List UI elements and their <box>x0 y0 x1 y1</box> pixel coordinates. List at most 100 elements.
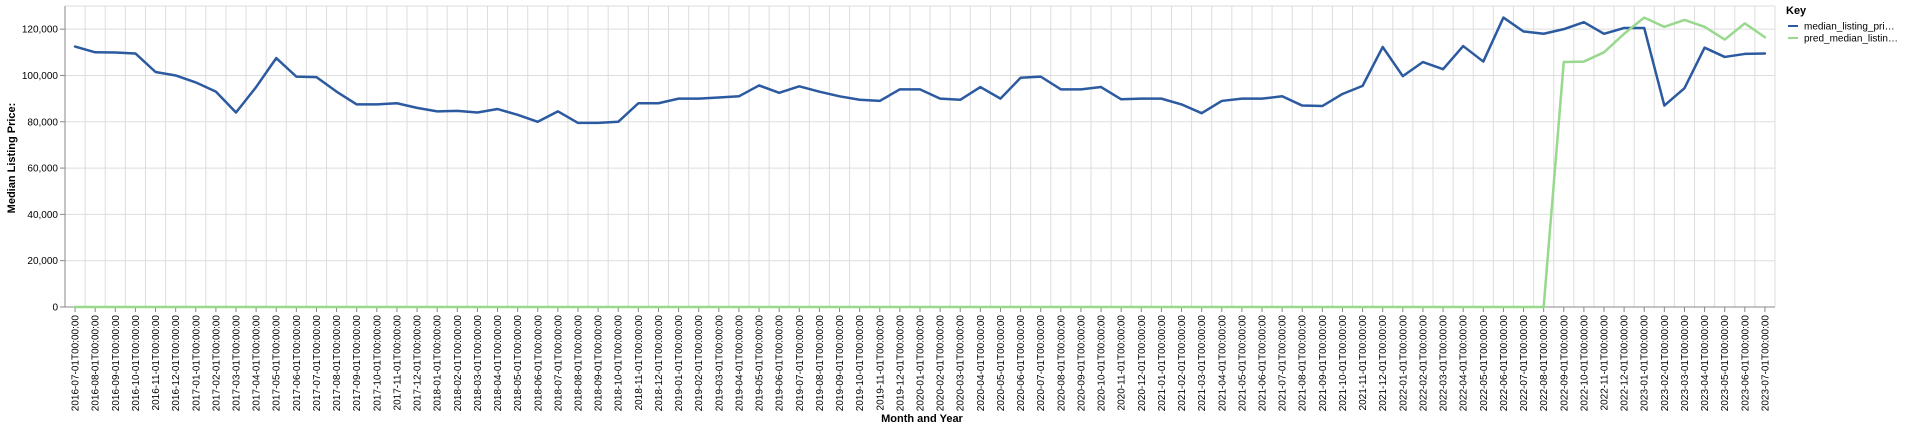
x-tick-label: 2022-11-01T00:00:00 <box>1600 315 1611 411</box>
x-tick-label: 2023-06-01T00:00:00 <box>1740 315 1751 412</box>
x-tick-labels: 2016-07-01T00:00:00 2016-08-01T00:00:00 20… <box>71 315 1772 412</box>
x-tick-label: 2020-09-01T00:00:00 <box>1076 315 1087 412</box>
x-tick-label: 2020-04-01T00:00:00 <box>976 315 987 412</box>
x-tick-label: 2021-04-01T00:00:00 <box>1217 315 1228 412</box>
x-tick-label: 2020-07-01T00:00:00 <box>1036 315 1047 412</box>
series-lines <box>73 16 1767 309</box>
x-tick-label: 2018-01-01T00:00:00 <box>433 315 444 412</box>
x-tick-label: 2022-09-01T00:00:00 <box>1559 315 1570 412</box>
series-line-1 <box>73 16 1767 125</box>
x-tick-label: 2017-09-01T00:00:00 <box>352 315 363 412</box>
x-tick-label: 2021-07-01T00:00:00 <box>1278 315 1289 412</box>
x-tick-label: 2021-10-01T00:00:00 <box>1338 315 1349 412</box>
legend-label-1: median_listing_pri… <box>1804 22 1895 33</box>
x-tick-label: 2022-05-01T00:00:00 <box>1479 315 1490 412</box>
x-tick-label: 2017-08-01T00:00:00 <box>332 315 343 412</box>
grid-lines <box>64 5 1776 308</box>
y-tick-label: 120,000 <box>22 25 59 36</box>
x-tick-label: 2021-03-01T00:00:00 <box>1197 315 1208 412</box>
x-tick-label: 2016-12-01T00:00:00 <box>171 315 182 412</box>
x-tick-label: 2020-11-01T00:00:00 <box>1117 315 1128 411</box>
y-tick-label: 60,000 <box>27 164 58 175</box>
x-tick-label: 2020-06-01T00:00:00 <box>1016 315 1027 412</box>
x-tick-label: 2022-08-01T00:00:00 <box>1539 315 1550 412</box>
x-tick-label: 2022-06-01T00:00:00 <box>1499 315 1510 412</box>
legend-title: Key <box>1786 5 1807 17</box>
x-tick-label: 2016-10-01T00:00:00 <box>131 315 142 412</box>
axes <box>60 6 1775 312</box>
x-tick-label: 2017-05-01T00:00:00 <box>272 315 283 412</box>
x-axis-title: Month and Year <box>881 413 963 425</box>
x-tick-label: 2019-05-01T00:00:00 <box>755 315 766 412</box>
x-tick-label: 2018-11-01T00:00:00 <box>634 315 645 411</box>
x-tick-label: 2022-07-01T00:00:00 <box>1519 315 1530 412</box>
x-tick-label: 2019-03-01T00:00:00 <box>714 315 725 412</box>
y-tick-label: 100,000 <box>22 71 59 82</box>
x-tick-label: 2019-04-01T00:00:00 <box>734 315 745 412</box>
x-tick-label: 2023-04-01T00:00:00 <box>1700 315 1711 412</box>
x-tick-label: 2017-02-01T00:00:00 <box>211 315 222 412</box>
y-axis-title: Median Listing Price: <box>6 103 18 214</box>
x-tick-label: 2020-02-01T00:00:00 <box>936 315 947 412</box>
x-tick-label: 2017-11-01T00:00:00 <box>392 315 403 411</box>
x-tick-label: 2017-12-01T00:00:00 <box>413 315 424 412</box>
x-tick-label: 2018-06-01T00:00:00 <box>533 315 544 412</box>
y-tick-label: 20,000 <box>27 256 58 267</box>
x-tick-label: 2017-07-01T00:00:00 <box>312 315 323 412</box>
y-tick-label: 0 <box>52 303 58 314</box>
x-tick-label: 2023-07-01T00:00:00 <box>1760 315 1771 412</box>
x-tick-label: 2018-02-01T00:00:00 <box>453 315 464 412</box>
x-tick-label: 2019-09-01T00:00:00 <box>835 315 846 412</box>
x-tick-label: 2016-08-01T00:00:00 <box>91 315 102 412</box>
x-tick-label: 2022-12-01T00:00:00 <box>1620 315 1631 412</box>
y-tick-label: 80,000 <box>27 117 58 128</box>
x-tick-label: 2021-01-01T00:00:00 <box>1157 315 1168 412</box>
x-tick-label: 2016-09-01T00:00:00 <box>111 315 122 412</box>
legend: Key median_listing_pri…pred_median_listi… <box>1786 5 1898 45</box>
x-tick-label: 2021-08-01T00:00:00 <box>1298 315 1309 412</box>
x-tick-label: 2019-02-01T00:00:00 <box>694 315 705 412</box>
x-tick-label: 2019-10-01T00:00:00 <box>855 315 866 412</box>
x-tick-label: 2017-01-01T00:00:00 <box>191 315 202 412</box>
series-line-2 <box>73 16 1767 309</box>
x-tick-label: 2022-04-01T00:00:00 <box>1459 315 1470 412</box>
x-tick-label: 2019-12-01T00:00:00 <box>895 315 906 412</box>
x-tick-label: 2016-11-01T00:00:00 <box>151 315 162 411</box>
x-tick-label: 2018-04-01T00:00:00 <box>493 315 504 412</box>
x-tick-label: 2019-06-01T00:00:00 <box>775 315 786 412</box>
x-tick-label: 2023-01-01T00:00:00 <box>1640 315 1651 412</box>
x-tick-label: 2020-10-01T00:00:00 <box>1097 315 1108 412</box>
x-tick-label: 2019-07-01T00:00:00 <box>795 315 806 412</box>
x-tick-label: 2019-08-01T00:00:00 <box>815 315 826 412</box>
x-tick-label: 2018-05-01T00:00:00 <box>513 315 524 412</box>
x-tick-label: 2022-03-01T00:00:00 <box>1439 315 1450 412</box>
x-tick-label: 2023-03-01T00:00:00 <box>1680 315 1691 412</box>
x-tick-label: 2018-09-01T00:00:00 <box>594 315 605 412</box>
x-tick-label: 2022-01-01T00:00:00 <box>1398 315 1409 412</box>
x-tick-label: 2021-06-01T00:00:00 <box>1258 315 1269 412</box>
x-tick-label: 2022-02-01T00:00:00 <box>1418 315 1429 412</box>
x-tick-label: 2023-02-01T00:00:00 <box>1660 315 1671 412</box>
x-tick-label: 2018-03-01T00:00:00 <box>473 315 484 412</box>
x-tick-label: 2021-02-01T00:00:00 <box>1177 315 1188 412</box>
legend-label-2: pred_median_listin… <box>1804 34 1898 45</box>
x-tick-label: 2020-01-01T00:00:00 <box>916 315 927 412</box>
x-tick-label: 2020-03-01T00:00:00 <box>956 315 967 412</box>
x-tick-label: 2021-09-01T00:00:00 <box>1318 315 1329 412</box>
y-tick-labels: 0 20,000 40,000 60,000 80,000 100,000 120,000 <box>22 25 59 314</box>
x-tick-label: 2021-11-01T00:00:00 <box>1358 315 1369 411</box>
x-tick-label: 2017-03-01T00:00:00 <box>232 315 243 412</box>
x-tick-label: 2020-08-01T00:00:00 <box>1056 315 1067 412</box>
x-tick-label: 2021-12-01T00:00:00 <box>1378 315 1389 412</box>
x-tick-label: 2023-05-01T00:00:00 <box>1720 315 1731 412</box>
x-tick-label: 2018-07-01T00:00:00 <box>553 315 564 412</box>
x-tick-label: 2017-06-01T00:00:00 <box>292 315 303 412</box>
x-tick-label: 2018-12-01T00:00:00 <box>654 315 665 412</box>
x-tick-label: 2020-12-01T00:00:00 <box>1137 315 1148 412</box>
x-tick-label: 2018-08-01T00:00:00 <box>574 315 585 412</box>
x-tick-label: 2018-10-01T00:00:00 <box>614 315 625 412</box>
x-tick-label: 2016-07-01T00:00:00 <box>71 315 82 412</box>
x-tick-label: 2017-04-01T00:00:00 <box>252 315 263 412</box>
x-tick-label: 2017-10-01T00:00:00 <box>372 315 383 412</box>
